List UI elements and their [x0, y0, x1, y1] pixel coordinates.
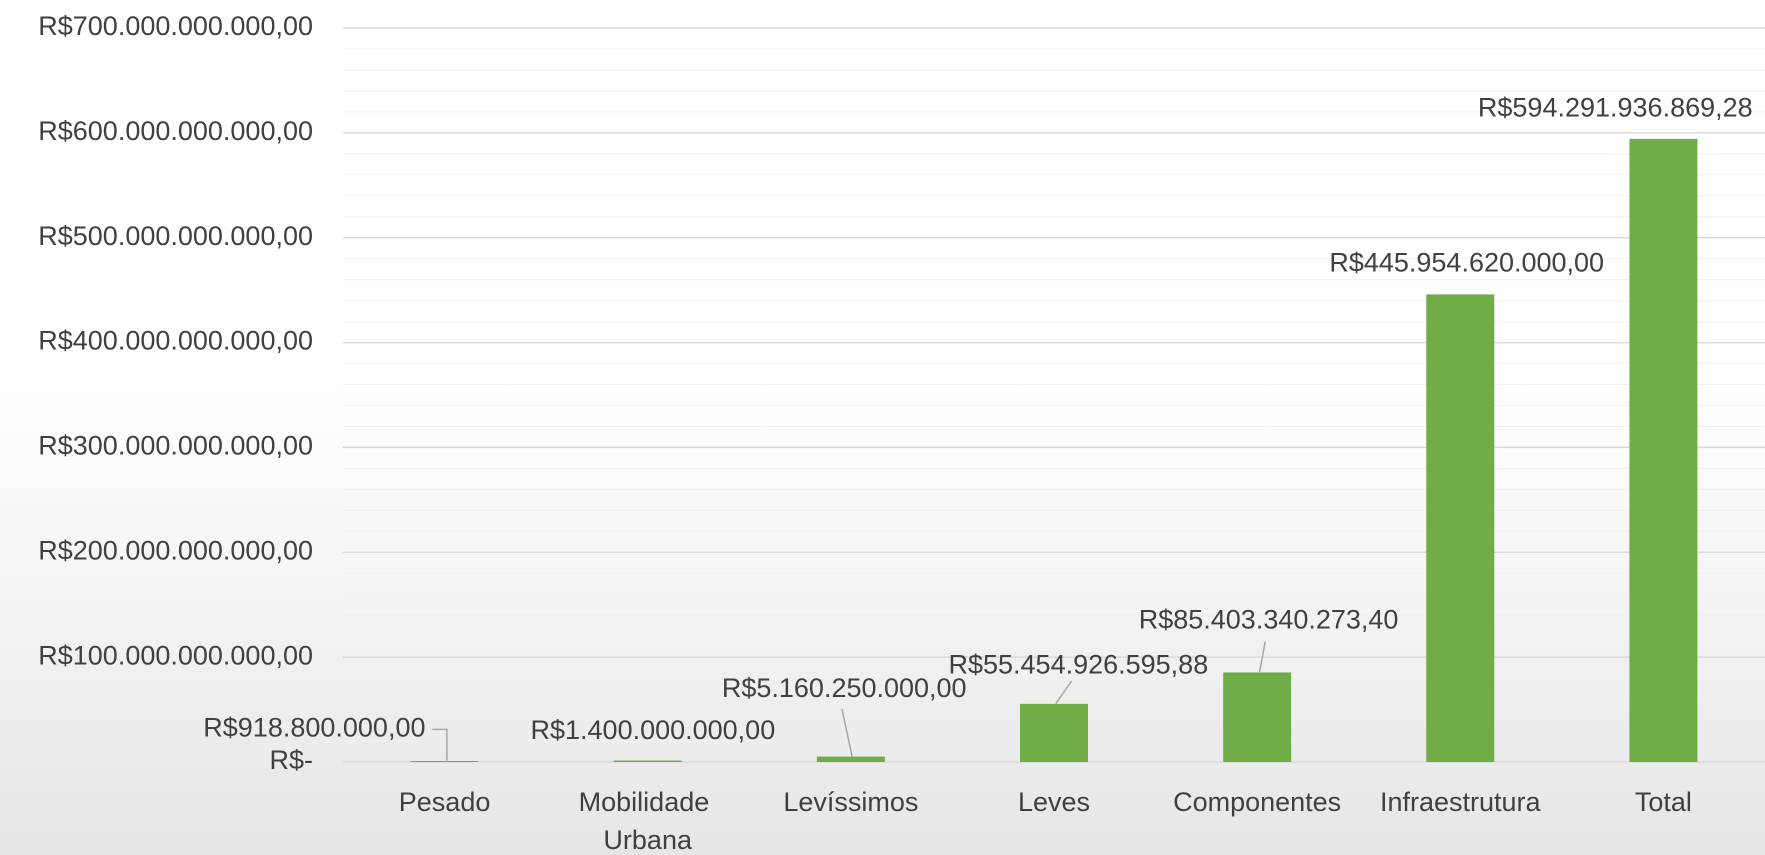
bar	[816, 756, 885, 762]
bar	[1426, 294, 1495, 762]
data-label: R$55.454.926.595,88	[948, 650, 1208, 680]
x-tick-label: Total	[1635, 787, 1692, 817]
data-label: R$918.800.000,00	[203, 713, 425, 743]
bar	[410, 761, 479, 762]
x-tick-label: Levíssimos	[783, 787, 918, 817]
data-label: R$1.400.000.000,00	[531, 715, 776, 745]
leader-line	[432, 728, 448, 761]
y-tick-label: R$100.000.000.000,00	[38, 640, 313, 670]
leader-line	[841, 708, 853, 757]
data-label: R$594.291.936.869,28	[1478, 92, 1753, 122]
data-label: R$445.954.620.000,00	[1329, 248, 1604, 278]
y-tick-label: R$600.000.000.000,00	[38, 116, 313, 146]
y-tick-label: R$300.000.000.000,00	[38, 431, 313, 461]
leader-line	[1055, 680, 1073, 704]
x-tick-label: Leves	[1018, 787, 1090, 817]
bar	[613, 760, 682, 762]
y-tick-label: R$400.000.000.000,00	[38, 326, 313, 356]
leader-line	[1258, 641, 1266, 673]
x-tick-label: Componentes	[1173, 787, 1341, 817]
x-tick-label: Infraestrutura	[1380, 787, 1542, 817]
data-label: R$85.403.340.273,40	[1139, 604, 1399, 634]
x-tick-label: Mobilidade Urbana	[579, 787, 717, 855]
y-tick-label: R$500.000.000.000,00	[38, 221, 313, 251]
x-tick-label: Pesado	[399, 787, 491, 817]
y-tick-label: R$-	[269, 745, 313, 775]
y-tick-label: R$700.000.000.000,00	[38, 11, 313, 41]
bar	[1223, 672, 1292, 762]
bar	[1629, 138, 1698, 762]
y-tick-label: R$200.000.000.000,00	[38, 535, 313, 565]
data-label: R$5.160.250.000,00	[722, 673, 967, 703]
bar	[1020, 703, 1088, 762]
